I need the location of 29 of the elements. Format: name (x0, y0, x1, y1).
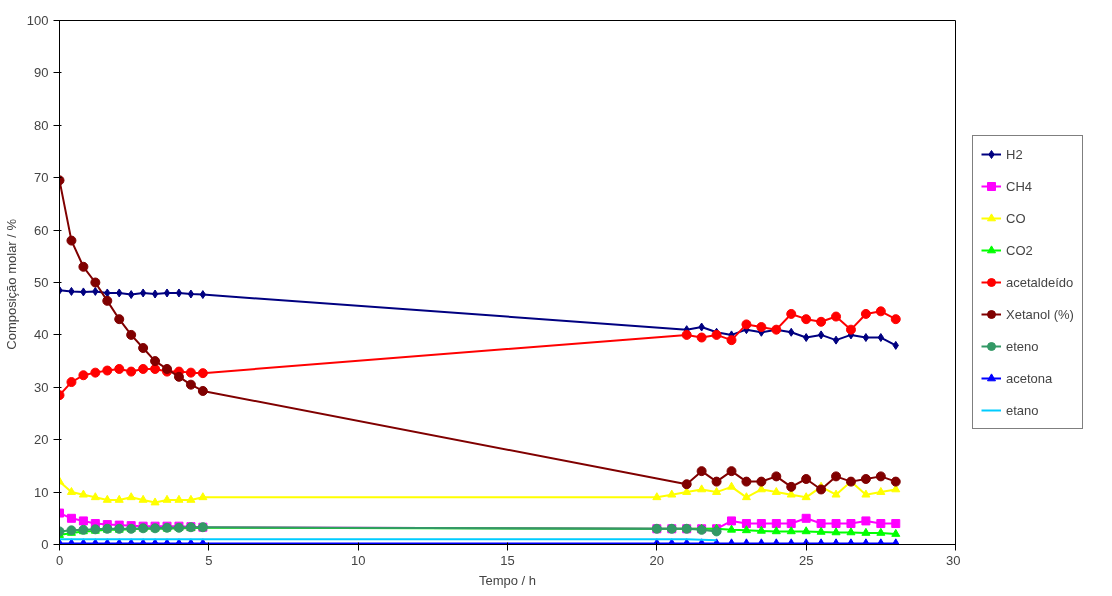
x-axis-title: Tempo / h (478, 572, 537, 588)
y-tick-label: 100 (26, 13, 49, 28)
y-tick-label: 50 (34, 275, 49, 290)
y-tick-label: 60 (34, 222, 49, 238)
x-tick-label: 30 (946, 552, 961, 568)
legend-label: Xetanol (%) (1006, 306, 1074, 322)
y-tick-label: 70 (34, 170, 49, 186)
y-tick-label: 10 (34, 484, 49, 500)
y-axis-title: Composição molar / % (3, 218, 19, 350)
legend-label: acetona (1006, 370, 1053, 386)
legend-label: eteno (1006, 338, 1039, 354)
legend-label: etano (1006, 402, 1039, 418)
y-tick-label: 90 (34, 65, 49, 81)
legend-label: CO2 (1006, 242, 1033, 258)
y-tick-label: 0 (41, 537, 49, 552)
legend-label: H2 (1006, 146, 1024, 162)
x-tick-label: 15 (500, 552, 515, 568)
legend-label: CO (1006, 210, 1026, 226)
x-tick-label: 25 (798, 552, 814, 568)
y-tick-label: 80 (34, 117, 49, 133)
x-tick-label: 0 (55, 552, 64, 568)
x-tick-label: 5 (205, 552, 213, 568)
x-tick-label: 20 (649, 552, 665, 568)
legend-label: acetaldeído (1006, 274, 1074, 290)
y-tick-label: 30 (34, 379, 49, 395)
y-tick-label: 40 (34, 327, 49, 343)
legend-label: CH4 (1006, 178, 1033, 194)
x-tick-label: 10 (350, 552, 366, 568)
y-tick-label: 20 (34, 432, 49, 448)
